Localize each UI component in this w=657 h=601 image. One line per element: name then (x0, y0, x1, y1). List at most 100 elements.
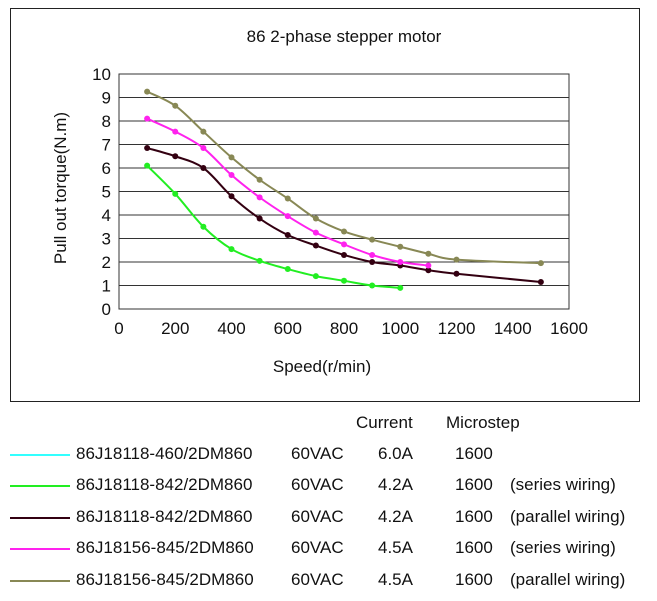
series-1-point-2 (200, 223, 207, 230)
series-3-point-7 (341, 241, 347, 248)
series-1-point-6 (312, 273, 319, 280)
legend-voltage-4: 60VAC (291, 570, 344, 589)
y-tick-label-6: 6 (102, 159, 111, 178)
series-1-point-9 (397, 284, 404, 291)
series-2-point-12 (537, 278, 544, 285)
y-tick-label-8: 8 (102, 112, 111, 131)
legend-note-2: (parallel wiring) (510, 507, 626, 526)
series-4-point-5 (284, 195, 291, 202)
series-2-point-8 (369, 259, 376, 265)
y-tick-label-10: 10 (92, 65, 111, 84)
legend-note-1: (series wiring) (510, 475, 616, 494)
y-tick-label-4: 4 (102, 206, 111, 225)
series-2-point-5 (284, 231, 291, 238)
legend-model-4: 86J18156-845/2DM860 (76, 570, 254, 589)
series-line-1 (146, 164, 401, 289)
x-tick-label-1600: 1600 (550, 319, 588, 338)
x-tick-label-0: 0 (114, 319, 123, 338)
series-1-point-0 (144, 162, 151, 169)
series-2-point-6 (312, 242, 319, 249)
series-4-point-6 (312, 215, 319, 222)
series-3-point-0 (144, 115, 151, 122)
series-1-point-8 (369, 282, 376, 289)
series-1-point-3 (228, 246, 235, 253)
legend-current-1: 4.2A (378, 475, 413, 494)
series-3-point-3 (228, 172, 235, 179)
series-2-point-2 (200, 165, 207, 171)
legend-model-1: 86J18118-842/2DM860 (76, 475, 253, 494)
series-4-point-0 (144, 88, 151, 95)
series-1-point-5 (284, 266, 291, 273)
y-tick-label-9: 9 (102, 89, 111, 108)
y-tick-label-2: 2 (102, 253, 111, 272)
legend-row-1: 86J18118-842/2DM860 60VAC 4.2A 1600 (series … (0, 473, 657, 499)
series-4-point-4 (256, 176, 263, 183)
series-2-point-10 (425, 267, 432, 274)
legend-microstep-1: 1600 (455, 475, 493, 494)
chart-plot: 0 1 2 3 4 5 6 7 8 9 10 0 200 400 600 800 1000 1200 1400 160… (51, 27, 588, 376)
legend-row-3: 86J18156-845/2DM860 60VAC 4.5A 1600 (series … (0, 536, 657, 562)
x-tick-label-200: 200 (161, 319, 189, 338)
legend-current-4: 4.5A (378, 570, 413, 589)
series-3-point-4 (256, 194, 263, 201)
y-tick-label-1: 1 (102, 277, 111, 296)
series-3-point-5 (284, 213, 291, 220)
series-3-point-9 (397, 259, 404, 265)
series-line-4 (146, 90, 541, 265)
legend-swatch-1 (10, 485, 70, 487)
legend-model-2: 86J18118-842/2DM860 (76, 507, 253, 526)
x-tick-label-1400: 1400 (494, 319, 532, 338)
legend-voltage-2: 60VAC (291, 507, 344, 526)
legend-microstep-header: Microstep (446, 413, 520, 432)
series-1-point-1 (172, 190, 179, 197)
x-axis-label: Speed(r/min) (273, 357, 371, 376)
legend-row-4: 86J18156-845/2DM860 60VAC 4.5A 1600 (paralle… (0, 568, 657, 594)
series-3-point-8 (369, 251, 376, 258)
legend-microstep-2: 1600 (455, 507, 493, 526)
x-tick-label-400: 400 (217, 319, 245, 338)
chart-frame (10, 8, 640, 402)
series-2-point-0 (144, 145, 151, 152)
series-2-point-4 (256, 215, 263, 222)
series-4-point-10 (425, 250, 432, 257)
series-3-point-10 (425, 262, 432, 269)
legend-voltage-1: 60VAC (291, 475, 344, 494)
legend-microstep-3: 1600 (455, 538, 493, 557)
legend-row-2: 86J18118-842/2DM860 60VAC 4.2A 1600 (paralle… (0, 505, 657, 531)
series-4-point-3 (228, 154, 235, 161)
series-4-point-2 (200, 128, 207, 135)
legend-model-3: 86J18156-845/2DM860 (76, 538, 254, 557)
y-axis-label: Pull out torque(N.m) (51, 112, 70, 264)
legend-note-4: (parallel wiring) (510, 570, 626, 589)
series-3-point-1 (172, 128, 179, 135)
legend-current-0: 6.0A (378, 444, 413, 463)
x-tick-label-1000: 1000 (381, 319, 419, 338)
legend-row-0: 86J18118-460/2DM860 60VAC 6.0A 1600 (0, 442, 657, 468)
series-3-point-6 (312, 229, 319, 236)
legend-swatch-2 (10, 517, 70, 519)
x-tick-label-800: 800 (330, 319, 358, 338)
series-2-point-11 (453, 270, 460, 277)
y-tick-label-3: 3 (102, 230, 111, 249)
series-4-point-7 (341, 228, 347, 235)
y-tick-label-0: 0 (102, 300, 111, 319)
series-2-point-3 (228, 193, 235, 200)
series-3-point-2 (200, 145, 207, 152)
series-4-point-8 (369, 236, 376, 243)
series-4-point-9 (397, 243, 404, 250)
legend-swatch-4 (10, 580, 70, 582)
x-tick-label-1200: 1200 (438, 319, 476, 338)
legend-current-2: 4.2A (378, 507, 413, 526)
legend-voltage-0: 60VAC (291, 444, 344, 463)
series-2-point-7 (341, 251, 347, 258)
legend-swatch-0 (10, 454, 70, 456)
legend-current-3: 4.5A (378, 538, 413, 557)
chart-title: 86 2-phase stepper motor (247, 27, 442, 46)
legend-microstep-4: 1600 (455, 570, 493, 589)
x-tick-label-600: 600 (274, 319, 302, 338)
y-tick-label-7: 7 (102, 136, 111, 155)
legend-swatch-3 (10, 548, 70, 550)
series-4-point-11 (453, 256, 460, 263)
legend-voltage-3: 60VAC (291, 538, 344, 557)
series-1-point-4 (256, 257, 263, 264)
